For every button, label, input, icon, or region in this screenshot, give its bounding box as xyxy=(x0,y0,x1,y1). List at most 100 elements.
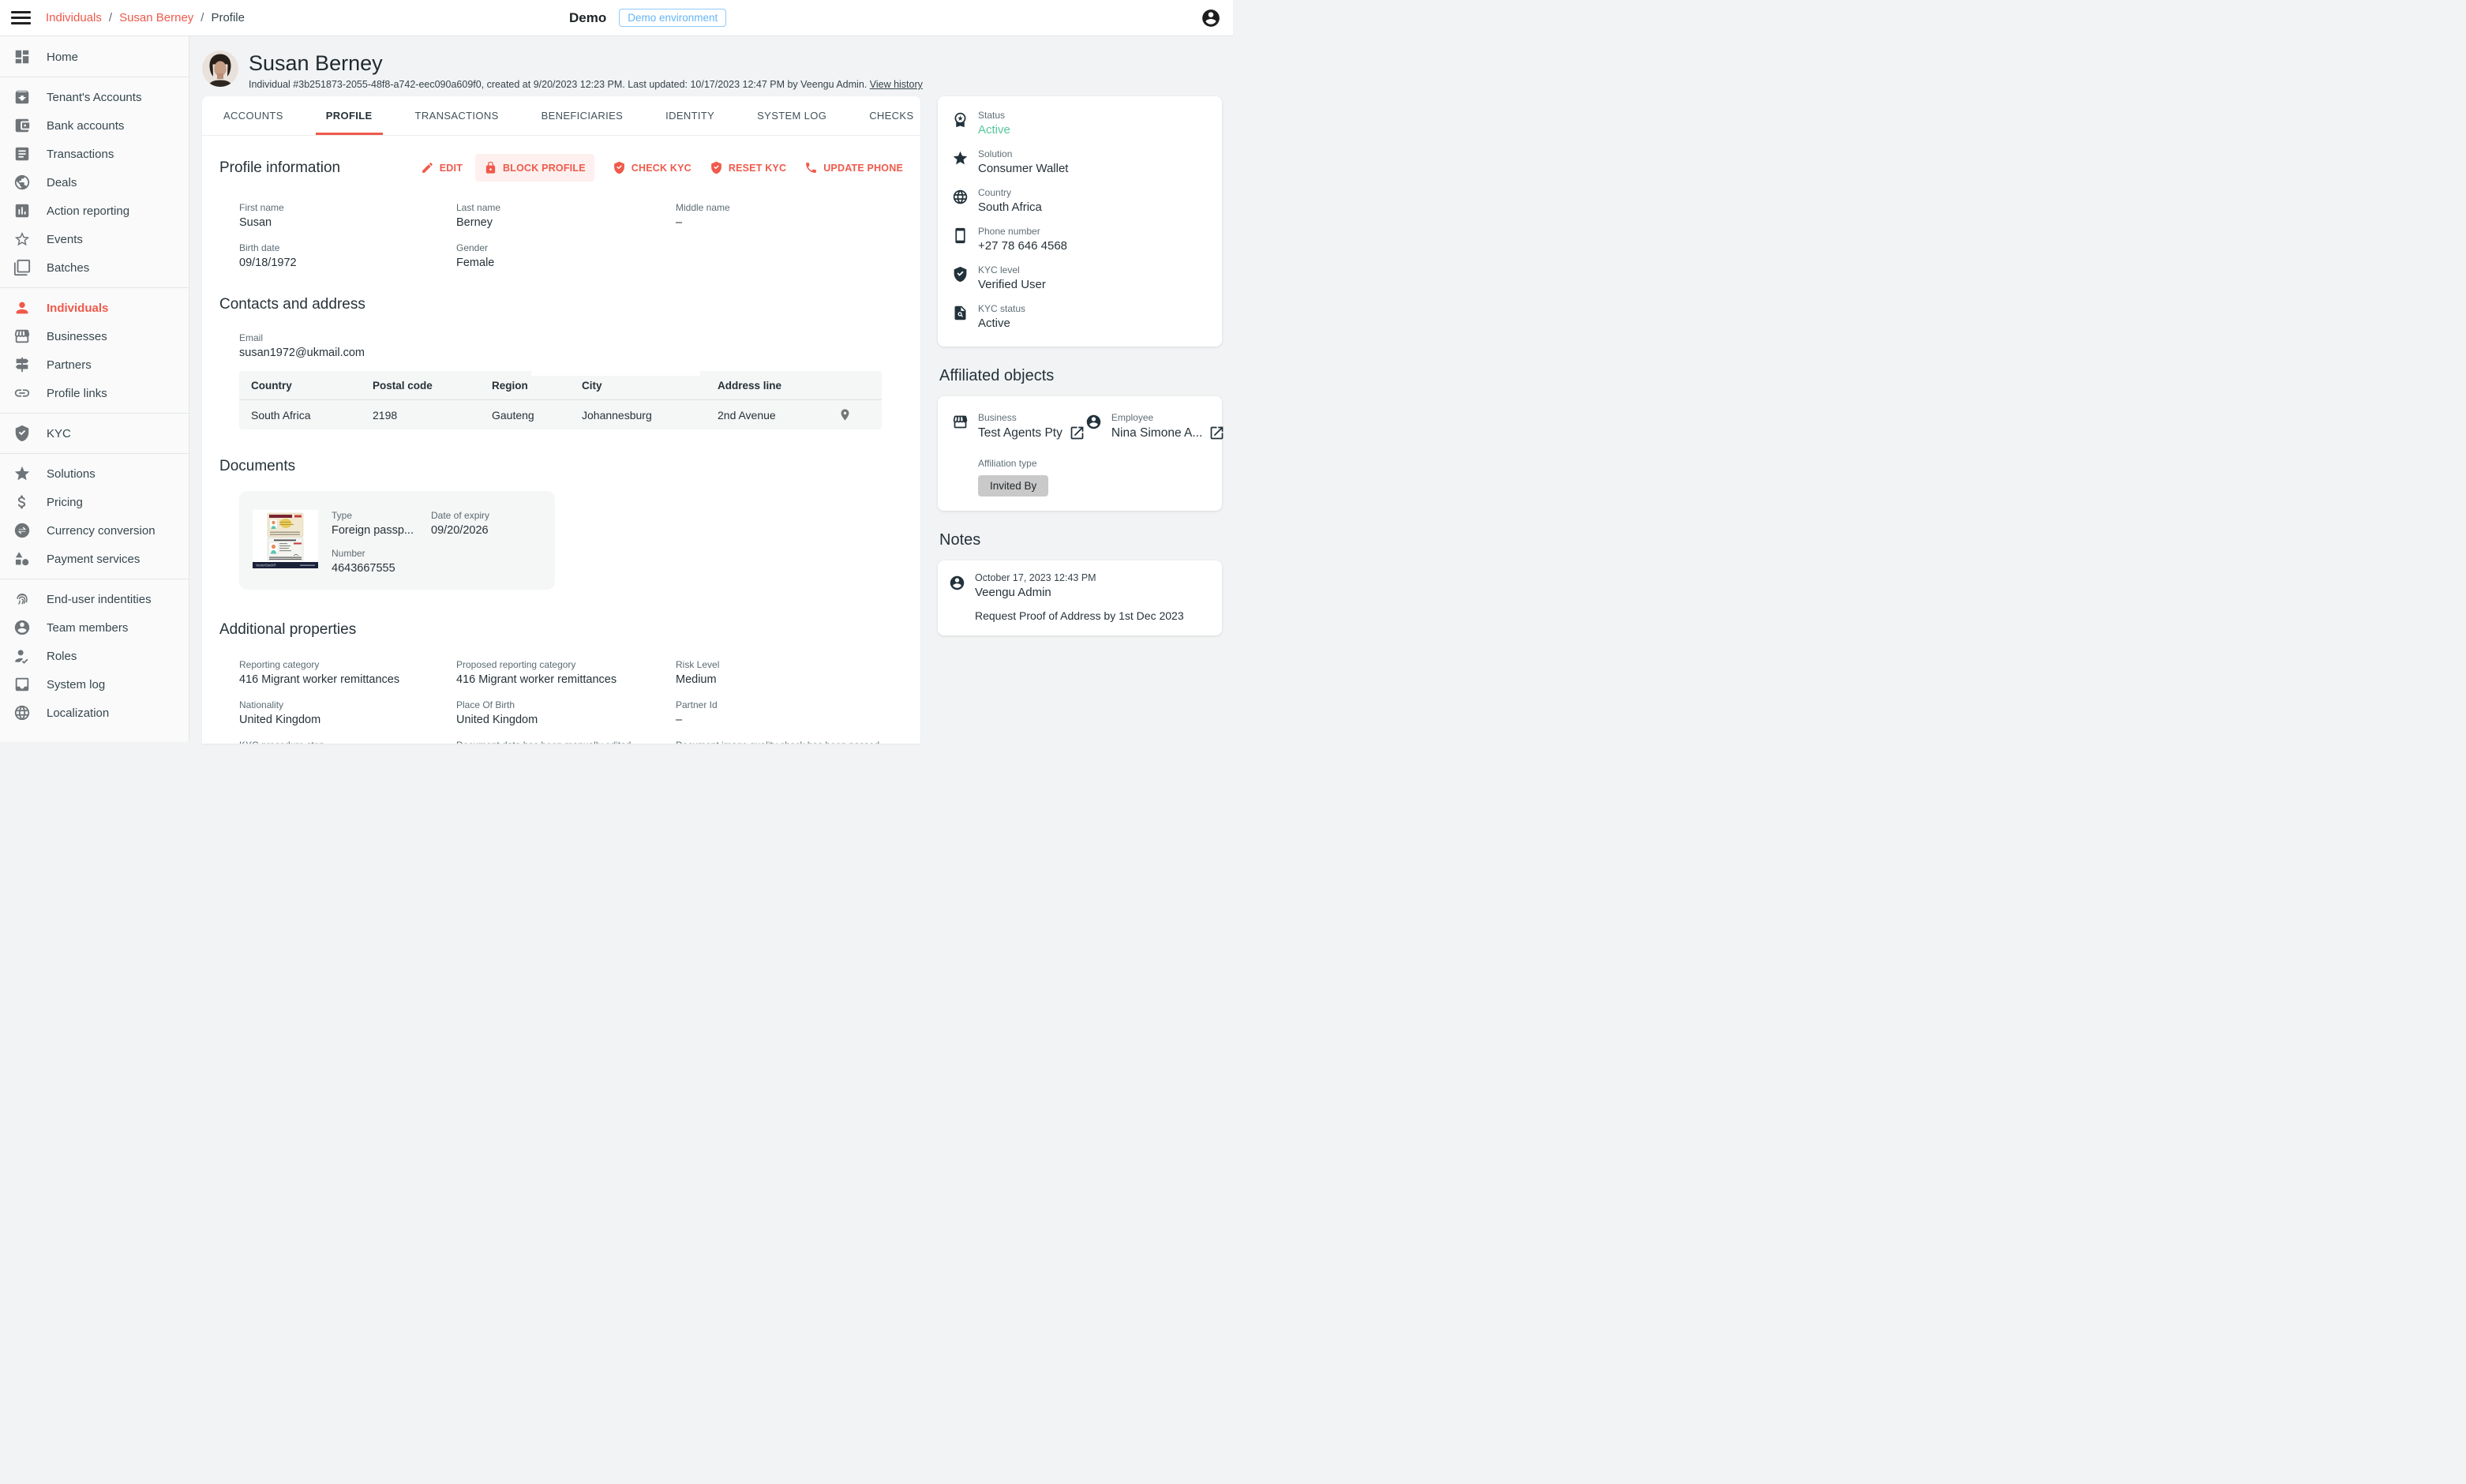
sidebar-item-label: Transactions xyxy=(47,147,114,161)
tab-system-log[interactable]: SYSTEM LOG xyxy=(757,110,827,122)
sidebar-item-localization[interactable]: Localization xyxy=(0,699,189,727)
field-email: Email susan1972@ukmail.com xyxy=(239,332,365,359)
field-risk-level: Risk Level Medium xyxy=(676,659,720,686)
tab-beneficiaries[interactable]: BENEFICIARIES xyxy=(541,110,624,122)
sidebar-item-batches[interactable]: Batches xyxy=(0,253,189,282)
doc-search-icon xyxy=(952,305,969,321)
main-content: Susan Berney Individual #3b251873-2055-4… xyxy=(189,36,1233,744)
sidebar-item-kyc[interactable]: KYC xyxy=(0,419,189,448)
sidebar-item-businesses[interactable]: Businesses xyxy=(0,322,189,350)
profile-subtitle-text: Individual #3b251873-2055-48f8-a742-eec0… xyxy=(249,79,868,90)
sidebar-item-label: Home xyxy=(47,50,79,64)
summary-solution: Solution Consumer Wallet xyxy=(952,148,1209,175)
edit-button[interactable]: EDIT xyxy=(421,161,463,174)
sidebar-divider xyxy=(0,453,189,454)
breadcrumb-susan-berney[interactable]: Susan Berney xyxy=(119,11,194,24)
sidebar-item-currency-conversion[interactable]: Currency conversion xyxy=(0,516,189,545)
block-profile-button[interactable]: BLOCK PROFILE xyxy=(475,154,594,182)
field-doc-quality-check: Document image quality check has been pa… xyxy=(676,740,903,744)
sidebar-item-roles[interactable]: Roles xyxy=(0,642,189,670)
open-business-icon[interactable] xyxy=(1069,425,1085,441)
sidebar-item-home[interactable]: Home xyxy=(0,43,189,71)
affiliation-type: Affiliation type Invited By xyxy=(978,458,1209,497)
sidebar-item-label: System log xyxy=(47,677,106,691)
address-table-header: Country Postal code Region City Address … xyxy=(239,371,882,400)
affiliated-card: Business Test Agents Pty Employee xyxy=(938,396,1225,511)
sidebar-item-partners[interactable]: Partners xyxy=(0,350,189,379)
top-bar: Individuals / Susan Berney / Profile Dem… xyxy=(0,0,1233,36)
shield-check-icon xyxy=(952,266,969,283)
summary-card: Status Active Solution Consumer Wallet Cou… xyxy=(938,96,1222,347)
affiliation-type-chip[interactable]: Invited By xyxy=(978,475,1049,497)
signpost-icon xyxy=(13,356,31,373)
sidebar-item-label: Roles xyxy=(47,649,77,663)
tab-profile[interactable]: PROFILE xyxy=(305,96,394,135)
sidebar-item-payment-services[interactable]: Payment services xyxy=(0,545,189,573)
field-kyc-procedure-step: KYC procedure stepVerified xyxy=(239,740,456,744)
field-gender: Gender Female xyxy=(456,242,495,269)
address-table-row: South Africa 2198 Gauteng Johannesburg 2… xyxy=(239,400,882,429)
sidebar-item-transactions[interactable]: Transactions xyxy=(0,140,189,168)
location-pin-icon[interactable] xyxy=(838,408,852,422)
sidebar-item-deals[interactable]: Deals xyxy=(0,168,189,197)
field-partner-id: Partner Id – xyxy=(676,699,718,726)
note-card: October 17, 2023 12:43 PM Veengu Admin R… xyxy=(938,560,1222,635)
avatar xyxy=(202,51,238,87)
note-author: Veengu Admin xyxy=(975,586,1051,599)
sidebar-item-action-reporting[interactable]: Action reporting xyxy=(0,197,189,225)
sidebar-item-system-log[interactable]: System log xyxy=(0,670,189,699)
menu-icon[interactable] xyxy=(11,11,31,24)
tab-checks[interactable]: CHECKS xyxy=(869,110,914,122)
sidebar-item-bank-accounts[interactable]: Bank accounts xyxy=(0,111,189,140)
open-employee-icon[interactable] xyxy=(1209,425,1225,441)
shield-check-icon xyxy=(613,161,626,174)
sidebar-item-label: Action reporting xyxy=(47,204,130,218)
field-last-name: Last name Berney xyxy=(456,202,501,229)
col-city: City xyxy=(582,379,602,392)
tab-accounts[interactable]: ACCOUNTS xyxy=(223,110,283,122)
shield-check-icon xyxy=(710,161,723,174)
section-title-documents: Documents xyxy=(219,458,296,474)
sidebar-item-solutions[interactable]: Solutions xyxy=(0,459,189,488)
sidebar-item-individuals[interactable]: Individuals xyxy=(0,294,189,322)
sidebar-item-pricing[interactable]: Pricing xyxy=(0,488,189,516)
bar-chart-icon xyxy=(13,202,31,219)
affiliated-business: Business Test Agents Pty xyxy=(952,412,1085,441)
sidebar-item-team-members[interactable]: Team members xyxy=(0,613,189,642)
lock-icon xyxy=(484,161,497,174)
check-kyc-button[interactable]: CHECK KYC xyxy=(613,161,691,174)
sidebar-item-profile-links[interactable]: Profile links xyxy=(0,379,189,407)
sidebar-item-label: Businesses xyxy=(47,329,107,343)
tab-identity[interactable]: IDENTITY xyxy=(665,110,715,122)
sidebar-item-end-user-identities[interactable]: End-user indentities xyxy=(0,585,189,613)
passport-thumbnail[interactable]: VectorStock® xyxy=(253,510,318,568)
sidebar-item-label: Batches xyxy=(47,260,90,275)
sidebar-divider xyxy=(0,413,189,414)
field-middle-name: Middle name – xyxy=(676,202,730,229)
sidebar-item-tenants-accounts[interactable]: Tenant's Accounts xyxy=(0,83,189,111)
tab-transactions[interactable]: TRANSACTIONS xyxy=(414,110,499,122)
globe-icon xyxy=(952,189,969,205)
section-title-profile-information: Profile information xyxy=(219,159,341,176)
profile-subtitle: Individual #3b251873-2055-48f8-a742-eec0… xyxy=(249,79,923,90)
sidebar-item-events[interactable]: Events xyxy=(0,225,189,253)
summary-kyc-status: KYC status Active xyxy=(952,303,1209,330)
sidebar-item-label: Currency conversion xyxy=(47,523,156,538)
col-region: Region xyxy=(492,379,528,392)
section-title-notes: Notes xyxy=(939,531,981,549)
field-doc-number: Number 4643667555 xyxy=(332,548,395,575)
page-title: Susan Berney xyxy=(249,51,383,75)
breadcrumb-individuals[interactable]: Individuals xyxy=(46,11,102,24)
status-badge: Active xyxy=(978,123,1010,137)
layers-icon xyxy=(13,259,31,276)
medal-icon xyxy=(952,111,969,128)
field-reporting-category: Reporting category 416 Migrant worker rem… xyxy=(239,659,400,686)
reset-kyc-button[interactable]: RESET KYC xyxy=(710,161,786,174)
shapes-icon xyxy=(13,550,31,568)
sidebar-item-label: Solutions xyxy=(47,467,96,481)
account-icon[interactable] xyxy=(1201,8,1221,28)
view-history-link[interactable]: View history xyxy=(869,79,923,90)
update-phone-button[interactable]: UPDATE PHONE xyxy=(804,161,903,174)
star-icon xyxy=(13,465,31,482)
cell-city: Johannesburg xyxy=(582,408,652,422)
